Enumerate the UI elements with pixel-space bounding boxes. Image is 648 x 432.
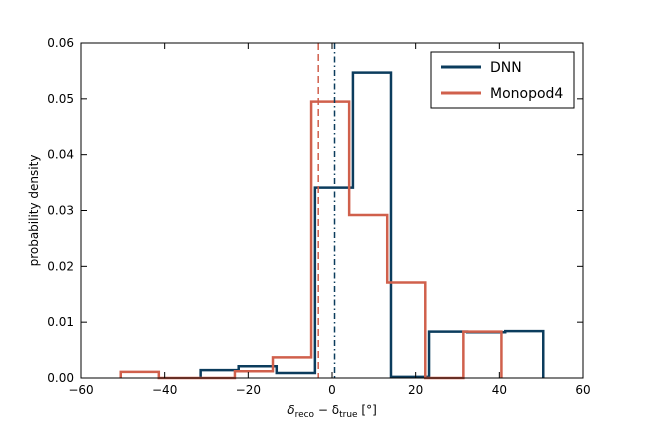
x-tick-label: −40: [152, 383, 177, 397]
median-layer: [317, 43, 336, 378]
y-tick-label: 0.04: [47, 148, 74, 162]
x-tick-label: 60: [575, 383, 590, 397]
y-tick-label: 0.01: [47, 315, 74, 329]
y-tick-label: 0.02: [47, 259, 74, 273]
x-label-unit: [°]: [358, 403, 377, 417]
x-tick-label: 40: [492, 383, 507, 397]
y-axis: 0.00 0.01 0.02 0.03 0.04 0.05 0.06: [47, 36, 583, 385]
x-label-sub-true: true: [339, 410, 358, 420]
x-label-delta1: δ: [287, 403, 294, 417]
x-tick-label: −60: [68, 383, 93, 397]
legend-label-dnn: DNN: [490, 60, 522, 76]
x-label-minus-delta: − δ: [314, 403, 339, 417]
x-tick-label: 20: [408, 383, 423, 397]
y-tick-label: 0.03: [47, 204, 74, 218]
x-axis: −60 −40 −20 0 20 40 60: [68, 43, 591, 397]
legend-box: [430, 51, 575, 109]
x-tick-label: 0: [328, 383, 336, 397]
x-label-sub-reco: reco: [295, 410, 315, 420]
y-axis-label: probability density: [27, 155, 41, 267]
legend-label-monopod4: Monopod4: [490, 86, 563, 102]
y-tick-label: 0.06: [47, 36, 74, 50]
legend: DNN Monopod4: [430, 51, 575, 109]
y-tick-label: 0.05: [47, 92, 74, 106]
x-axis-label: δreco − δtrue [°]: [287, 403, 377, 420]
x-tick-label: −20: [236, 383, 261, 397]
y-tick-label: 0.00: [47, 371, 74, 385]
